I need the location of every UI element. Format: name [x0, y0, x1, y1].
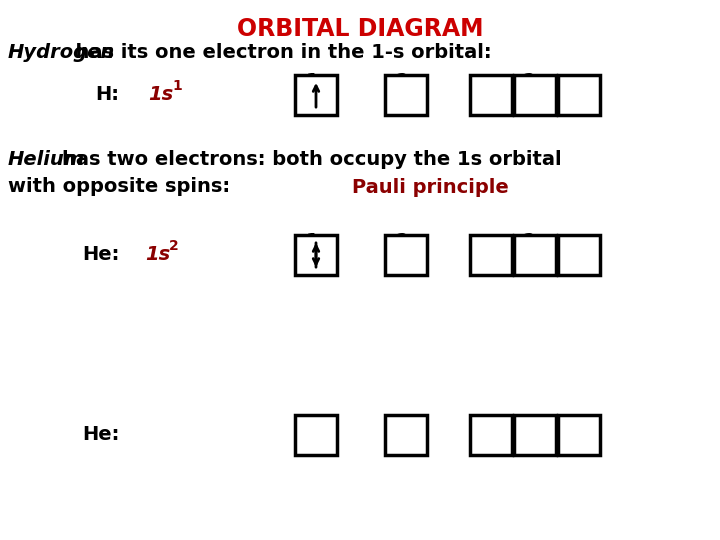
Text: H:: H:	[95, 85, 119, 105]
Text: He:: He:	[82, 246, 120, 265]
Bar	[558, 75, 600, 115]
Text: 1s: 1s	[305, 232, 328, 250]
Text: 2s: 2s	[395, 72, 418, 90]
Text: 2s: 2s	[395, 413, 418, 431]
Text: Helium: Helium	[8, 150, 85, 169]
Bar	[295, 75, 337, 115]
Text: 1: 1	[172, 79, 181, 93]
Text: 2: 2	[169, 239, 179, 253]
Text: 2p: 2p	[522, 232, 548, 250]
Text: 1s: 1s	[145, 246, 170, 265]
Bar	[558, 235, 600, 275]
Bar	[514, 235, 556, 275]
Bar	[470, 75, 512, 115]
Bar	[295, 235, 337, 275]
Text: with opposite spins:: with opposite spins:	[8, 177, 230, 196]
Bar	[470, 235, 512, 275]
Text: 1s: 1s	[305, 72, 328, 90]
Bar	[470, 415, 512, 455]
Bar	[558, 415, 600, 455]
Bar	[385, 75, 427, 115]
Bar	[514, 75, 556, 115]
Text: 2p: 2p	[522, 72, 548, 90]
Text: 2s: 2s	[395, 232, 418, 250]
Bar	[295, 415, 337, 455]
Text: has its one electron in the 1­s orbital:: has its one electron in the 1­s orbital:	[8, 43, 492, 62]
Text: 1s: 1s	[305, 413, 328, 431]
Text: has two electrons: both occupy the 1s orbital: has two electrons: both occupy the 1s or…	[8, 150, 562, 169]
Text: ORBITAL DIAGRAM: ORBITAL DIAGRAM	[237, 17, 483, 41]
Bar	[385, 235, 427, 275]
Bar	[514, 415, 556, 455]
Text: 1s: 1s	[148, 85, 174, 105]
Text: Hydrogen: Hydrogen	[8, 43, 115, 62]
Text: 2p: 2p	[522, 413, 548, 431]
Bar	[385, 415, 427, 455]
Text: He:: He:	[82, 426, 120, 444]
Text: Pauli principle: Pauli principle	[351, 178, 508, 197]
